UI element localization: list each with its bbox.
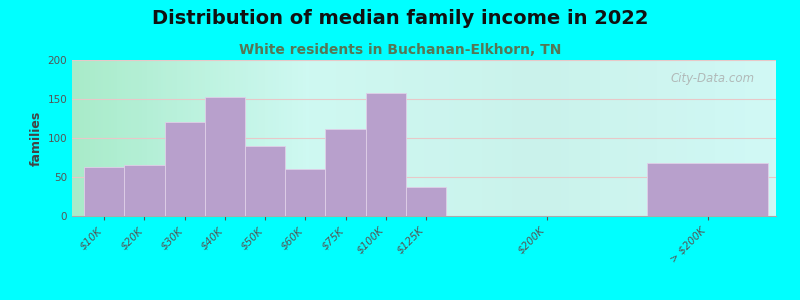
Bar — [165, 122, 205, 216]
Text: White residents in Buchanan-Elkhorn, TN: White residents in Buchanan-Elkhorn, TN — [239, 44, 561, 58]
Text: Distribution of median family income in 2022: Distribution of median family income in … — [152, 9, 648, 28]
Bar — [647, 163, 768, 216]
Bar — [245, 146, 286, 216]
Y-axis label: families: families — [30, 110, 43, 166]
Bar — [124, 165, 165, 216]
Bar — [286, 169, 326, 216]
Bar — [84, 167, 124, 216]
Bar — [205, 97, 245, 216]
Bar — [406, 187, 446, 216]
Text: City-Data.com: City-Data.com — [670, 73, 755, 85]
Bar — [326, 129, 366, 216]
Bar — [366, 93, 406, 216]
